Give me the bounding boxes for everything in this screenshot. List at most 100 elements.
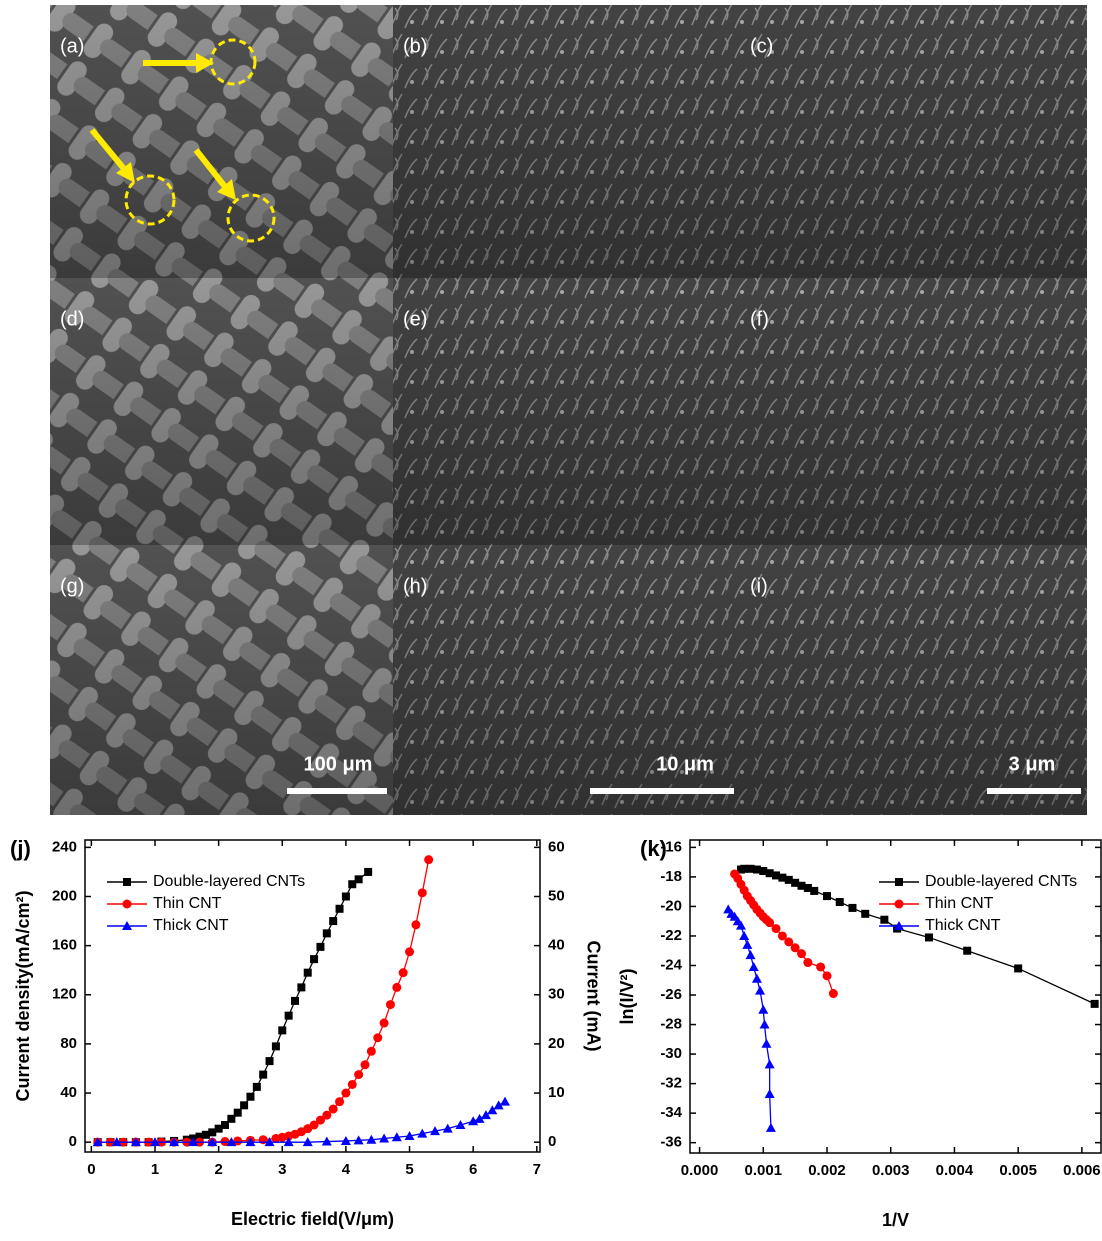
marker: [315, 1115, 325, 1125]
charts: 0 1 2 3 4 5 6 7040801201602002400102030405060Cu…: [10, 836, 1102, 1230]
marker: [823, 892, 831, 901]
marker: [748, 961, 759, 971]
marker: [822, 971, 832, 981]
y-tick-label: -22: [660, 927, 682, 944]
marker: [227, 1114, 236, 1123]
x-tick-label: 0.003: [872, 1162, 910, 1179]
marker: [746, 864, 755, 873]
marker: [797, 881, 806, 890]
marker: [778, 873, 787, 882]
marker: [246, 1092, 255, 1101]
y-tick-label: -32: [660, 1075, 682, 1092]
panel-label: (b): [403, 35, 427, 57]
sem-images: (a) (b) (c) (d) (e) (f) (g) 100 μm (h) 10 μm (i) 3 …: [50, 5, 1087, 815]
marker: [233, 1136, 243, 1146]
image-shade: [50, 5, 393, 278]
marker: [752, 865, 761, 874]
marker: [354, 875, 363, 884]
marker: [284, 1011, 293, 1020]
x-tick-label: 3: [278, 1161, 286, 1178]
legend-marker: [894, 921, 904, 930]
marker: [784, 937, 794, 947]
marker: [111, 1137, 122, 1147]
marker: [417, 1128, 428, 1138]
scale-bar-label: 100 μm: [304, 753, 373, 775]
scale-bar-label: 10 μm: [656, 753, 714, 775]
marker: [480, 1110, 491, 1120]
y2-tick-label: 40: [548, 937, 565, 954]
marker: [240, 1101, 249, 1110]
marker: [252, 1082, 261, 1091]
marker: [764, 1059, 775, 1069]
y-tick-label: -36: [660, 1134, 682, 1151]
x-axis-title: Electric field(V/μm): [231, 1209, 394, 1229]
marker: [828, 989, 838, 999]
y-tick-label: 160: [52, 937, 77, 954]
marker: [391, 1132, 402, 1142]
marker: [803, 958, 813, 968]
marker: [335, 1097, 345, 1107]
marker: [735, 920, 746, 930]
panel-label: (e): [403, 308, 427, 330]
image-shade: [740, 545, 1087, 815]
panel-label: (c): [750, 35, 773, 57]
marker: [328, 1104, 338, 1114]
marker: [233, 1108, 242, 1117]
marker: [303, 968, 312, 977]
y2-tick-label: 10: [548, 1084, 565, 1101]
marker: [291, 996, 299, 1005]
legend-marker: [123, 878, 131, 886]
panel-label: (d): [60, 308, 84, 330]
image-shade: [740, 5, 1087, 278]
legend-label: Thin CNT: [153, 895, 222, 912]
marker: [405, 947, 415, 957]
marker: [1014, 964, 1023, 973]
marker: [208, 1128, 217, 1137]
marker: [758, 1004, 769, 1014]
marker: [797, 949, 807, 959]
x-tick-label: 0.004: [936, 1162, 974, 1179]
x-tick-label: 0: [87, 1161, 95, 1178]
marker: [417, 888, 427, 898]
marker: [150, 1137, 160, 1147]
marker: [1090, 999, 1099, 1008]
marker: [245, 1137, 256, 1147]
legend-marker: [894, 899, 904, 909]
marker: [316, 942, 325, 951]
marker: [442, 1123, 453, 1133]
y-tick-label: -24: [660, 956, 682, 973]
marker: [271, 1042, 280, 1051]
marker: [764, 1088, 775, 1098]
x-tick-label: 4: [342, 1161, 351, 1178]
marker: [379, 1133, 390, 1143]
image-shade: [393, 5, 740, 278]
marker: [214, 1124, 223, 1133]
marker: [341, 892, 350, 901]
marker: [92, 1137, 103, 1147]
marker: [803, 883, 812, 892]
marker: [761, 1038, 772, 1048]
marker: [745, 950, 756, 960]
legend-label: Thick CNT: [925, 917, 1001, 934]
y-tick-label: -28: [660, 1016, 682, 1033]
marker: [742, 939, 753, 949]
marker: [201, 1130, 210, 1139]
marker: [398, 968, 408, 978]
image-shade: [740, 278, 1087, 545]
marker: [259, 1070, 268, 1079]
marker: [297, 983, 306, 992]
marker: [765, 1122, 776, 1132]
marker: [765, 918, 775, 928]
y2-tick-label: 60: [548, 838, 565, 855]
marker: [348, 880, 357, 889]
panel-label: (f): [750, 308, 769, 330]
scale-bar-label: 3 μm: [1009, 753, 1056, 775]
y-tick-label: 200: [52, 887, 77, 904]
marker: [404, 1131, 415, 1141]
x-tick-label: 7: [533, 1161, 541, 1178]
marker: [468, 1116, 479, 1126]
marker: [207, 1137, 218, 1147]
y-tick-label: 0: [69, 1133, 77, 1150]
marker: [340, 1135, 351, 1145]
legend-label: Thin CNT: [925, 895, 994, 912]
